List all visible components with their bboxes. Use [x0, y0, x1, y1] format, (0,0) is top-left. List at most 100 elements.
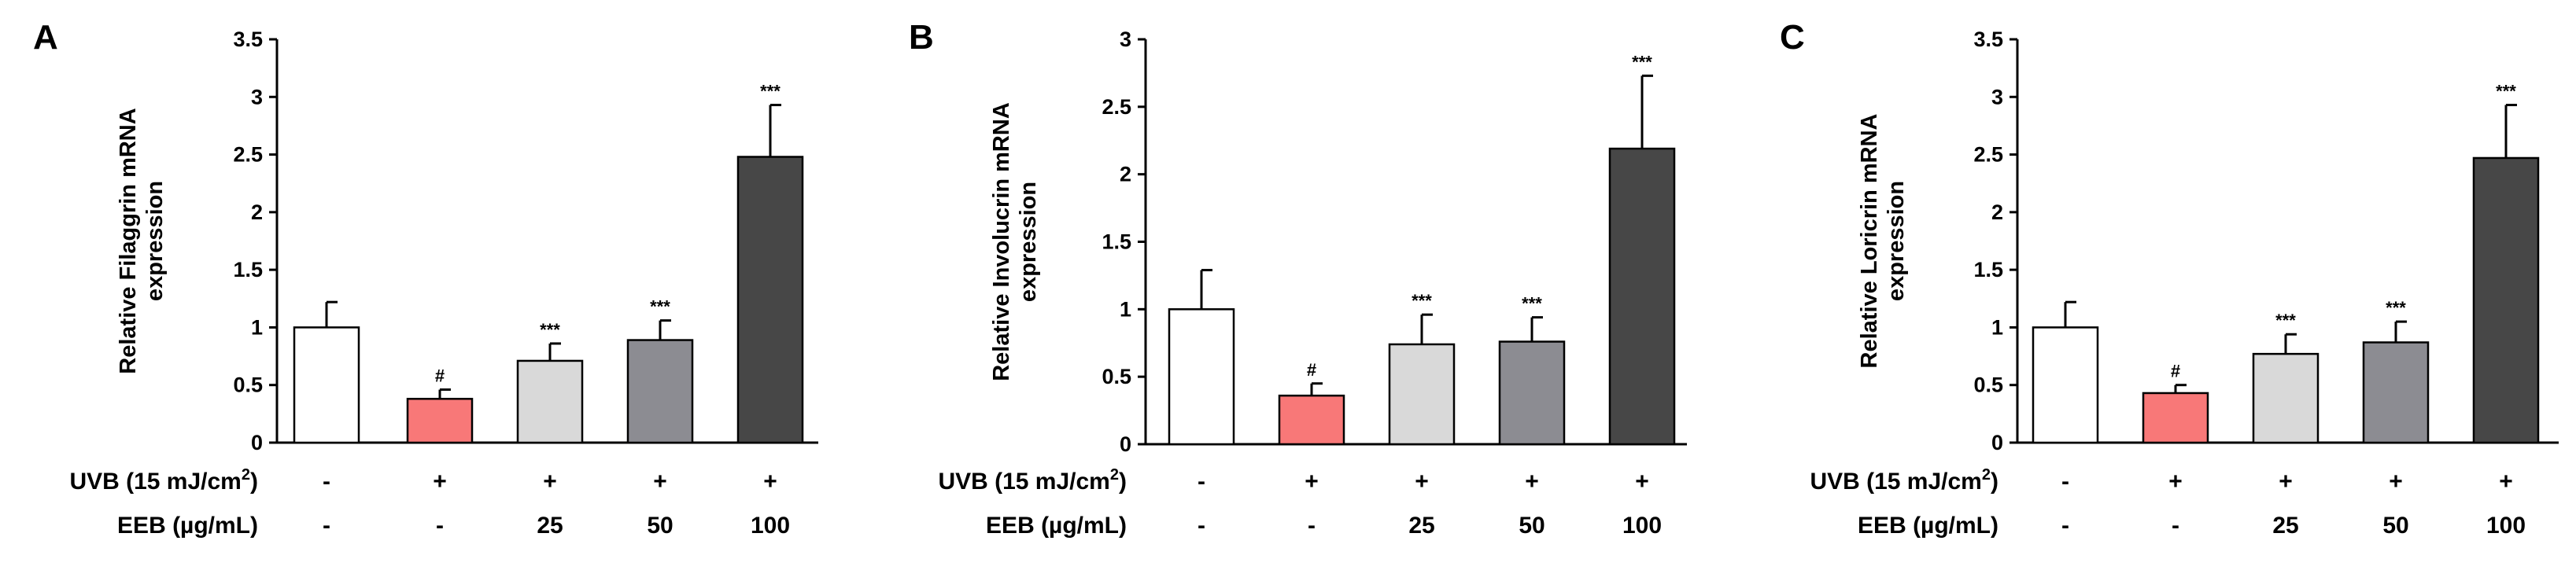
uvb-label-superscript: 2 — [242, 466, 250, 484]
uvb-row-label: UVB (15 mJ/cm2) — [69, 466, 258, 495]
panel-c: C Relative Loricrin mRNAexpression 0 0.5 1 1.… — [1780, 18, 2559, 539]
significance-mark: *** — [1522, 294, 1542, 314]
bar — [736, 156, 804, 444]
significance-mark: *** — [2386, 298, 2406, 318]
y-axis-title-line1: Relative Filaggrin mRNA — [116, 108, 141, 373]
uvb-label-superscript: 2 — [1982, 466, 1991, 484]
eeb-value: - — [2061, 513, 2069, 539]
uvb-label-text: UVB (15 mJ/cm — [938, 469, 1109, 495]
uvb-value: + — [2499, 469, 2513, 495]
eeb-value: 25 — [537, 513, 563, 539]
significance-mark: *** — [760, 82, 781, 101]
y-tick-label: 3 — [1991, 85, 2003, 108]
eeb-row-label: EEB (µg/mL) — [986, 513, 1127, 539]
uvb-label-close: ) — [250, 469, 258, 495]
uvb-row-label: UVB (15 mJ/cm2) — [938, 466, 1127, 495]
bar — [516, 359, 584, 444]
significance-mark: *** — [1412, 291, 1432, 311]
y-axis-title-line2: expression — [142, 181, 168, 301]
eeb-value: - — [436, 513, 444, 539]
y-tick-label: 2 — [1991, 200, 2003, 224]
uvb-value: + — [1305, 469, 1319, 495]
eeb-value: 100 — [751, 513, 790, 539]
y-tick-label: 0.5 — [1973, 373, 2003, 397]
y-tick-label: 0 — [251, 431, 263, 454]
eeb-row-label: EEB (µg/mL) — [1858, 513, 1998, 539]
bar — [1388, 343, 1456, 446]
y-tick-label: 1.5 — [1102, 230, 1131, 254]
y-tick-label: 1.5 — [233, 258, 263, 281]
eeb-value: 50 — [647, 513, 673, 539]
uvb-label-close: ) — [1119, 469, 1127, 495]
bar — [1278, 394, 1345, 446]
y-axis-title: Relative Loricrin mRNAexpression — [1857, 113, 1909, 368]
uvb-value: + — [2389, 469, 2403, 495]
uvb-value: - — [323, 469, 330, 495]
significance-mark: # — [2171, 362, 2180, 381]
bar — [2142, 392, 2209, 444]
uvb-value: + — [1415, 469, 1429, 495]
uvb-label-text: UVB (15 mJ/cm — [1810, 469, 1981, 495]
y-tick-label: 1 — [1991, 315, 2003, 339]
eeb-value: - — [323, 513, 330, 539]
uvb-label-close: ) — [1991, 469, 1998, 495]
significance-mark: *** — [2496, 82, 2516, 101]
significance-mark: # — [435, 366, 445, 386]
panel-a: A Relative Filaggrin mRNAexpression 0 0.5 1 1… — [33, 18, 818, 539]
y-tick-label: 1.5 — [1973, 258, 2003, 281]
bar — [1608, 147, 1676, 446]
uvb-value: + — [2168, 469, 2183, 495]
y-tick-label: 2.5 — [233, 143, 263, 167]
y-tick-label: 2 — [251, 200, 263, 224]
bar — [406, 398, 474, 444]
uvb-value: - — [1198, 469, 1205, 495]
uvb-value: + — [2279, 469, 2293, 495]
significance-mark: # — [1307, 360, 1316, 380]
eeb-value: 25 — [1408, 513, 1434, 539]
panel-letter: B — [909, 18, 934, 57]
panel-b: B Relative Involucrin mRNAexpression 0 0.5 1… — [909, 18, 1687, 539]
eeb-value: 50 — [1519, 513, 1544, 539]
significance-mark: *** — [2275, 311, 2296, 330]
uvb-value: + — [1635, 469, 1649, 495]
uvb-label-superscript: 2 — [1110, 466, 1119, 484]
bar — [2472, 156, 2540, 444]
uvb-value: + — [433, 469, 447, 495]
eeb-value: 100 — [1622, 513, 1662, 539]
eeb-value: 100 — [2486, 513, 2526, 539]
y-tick-label: 0.5 — [233, 373, 263, 397]
uvb-label-text: UVB (15 mJ/cm — [69, 469, 241, 495]
bar — [2032, 326, 2099, 444]
significance-mark: *** — [540, 320, 560, 340]
y-tick-label: 1 — [1120, 297, 1131, 321]
eeb-value: - — [1198, 513, 1205, 539]
bar — [2362, 341, 2430, 444]
bar — [1498, 340, 1566, 446]
y-tick-label: 3.5 — [233, 28, 263, 51]
y-axis-title: Relative Involucrin mRNAexpression — [989, 102, 1041, 381]
y-tick-label: 2.5 — [1102, 95, 1131, 119]
eeb-row-label: EEB (µg/mL) — [117, 513, 258, 539]
uvb-value: + — [763, 469, 777, 495]
y-tick-label: 3 — [1120, 28, 1131, 51]
y-tick-label: 0 — [1120, 432, 1131, 456]
y-axis-title-line1: Relative Involucrin mRNA — [989, 102, 1014, 381]
y-tick-label: 3 — [251, 85, 263, 108]
y-axis-title-line2: expression — [1884, 181, 1909, 301]
bar — [2252, 352, 2320, 444]
y-tick-label: 2 — [1120, 163, 1131, 186]
bar — [293, 326, 360, 444]
y-axis-title-line1: Relative Loricrin mRNA — [1857, 113, 1882, 368]
eeb-value: 25 — [2272, 513, 2298, 539]
y-axis-title-line2: expression — [1016, 182, 1041, 302]
y-tick-label: 0 — [1991, 431, 2003, 454]
panel-letter: A — [33, 18, 58, 57]
uvb-row-label: UVB (15 mJ/cm2) — [1810, 466, 1998, 495]
uvb-value: - — [2061, 469, 2069, 495]
y-axis-title: Relative Filaggrin mRNAexpression — [116, 108, 168, 373]
uvb-value: + — [543, 469, 557, 495]
uvb-value: + — [653, 469, 667, 495]
eeb-value: - — [1308, 513, 1316, 539]
eeb-value: - — [2172, 513, 2179, 539]
